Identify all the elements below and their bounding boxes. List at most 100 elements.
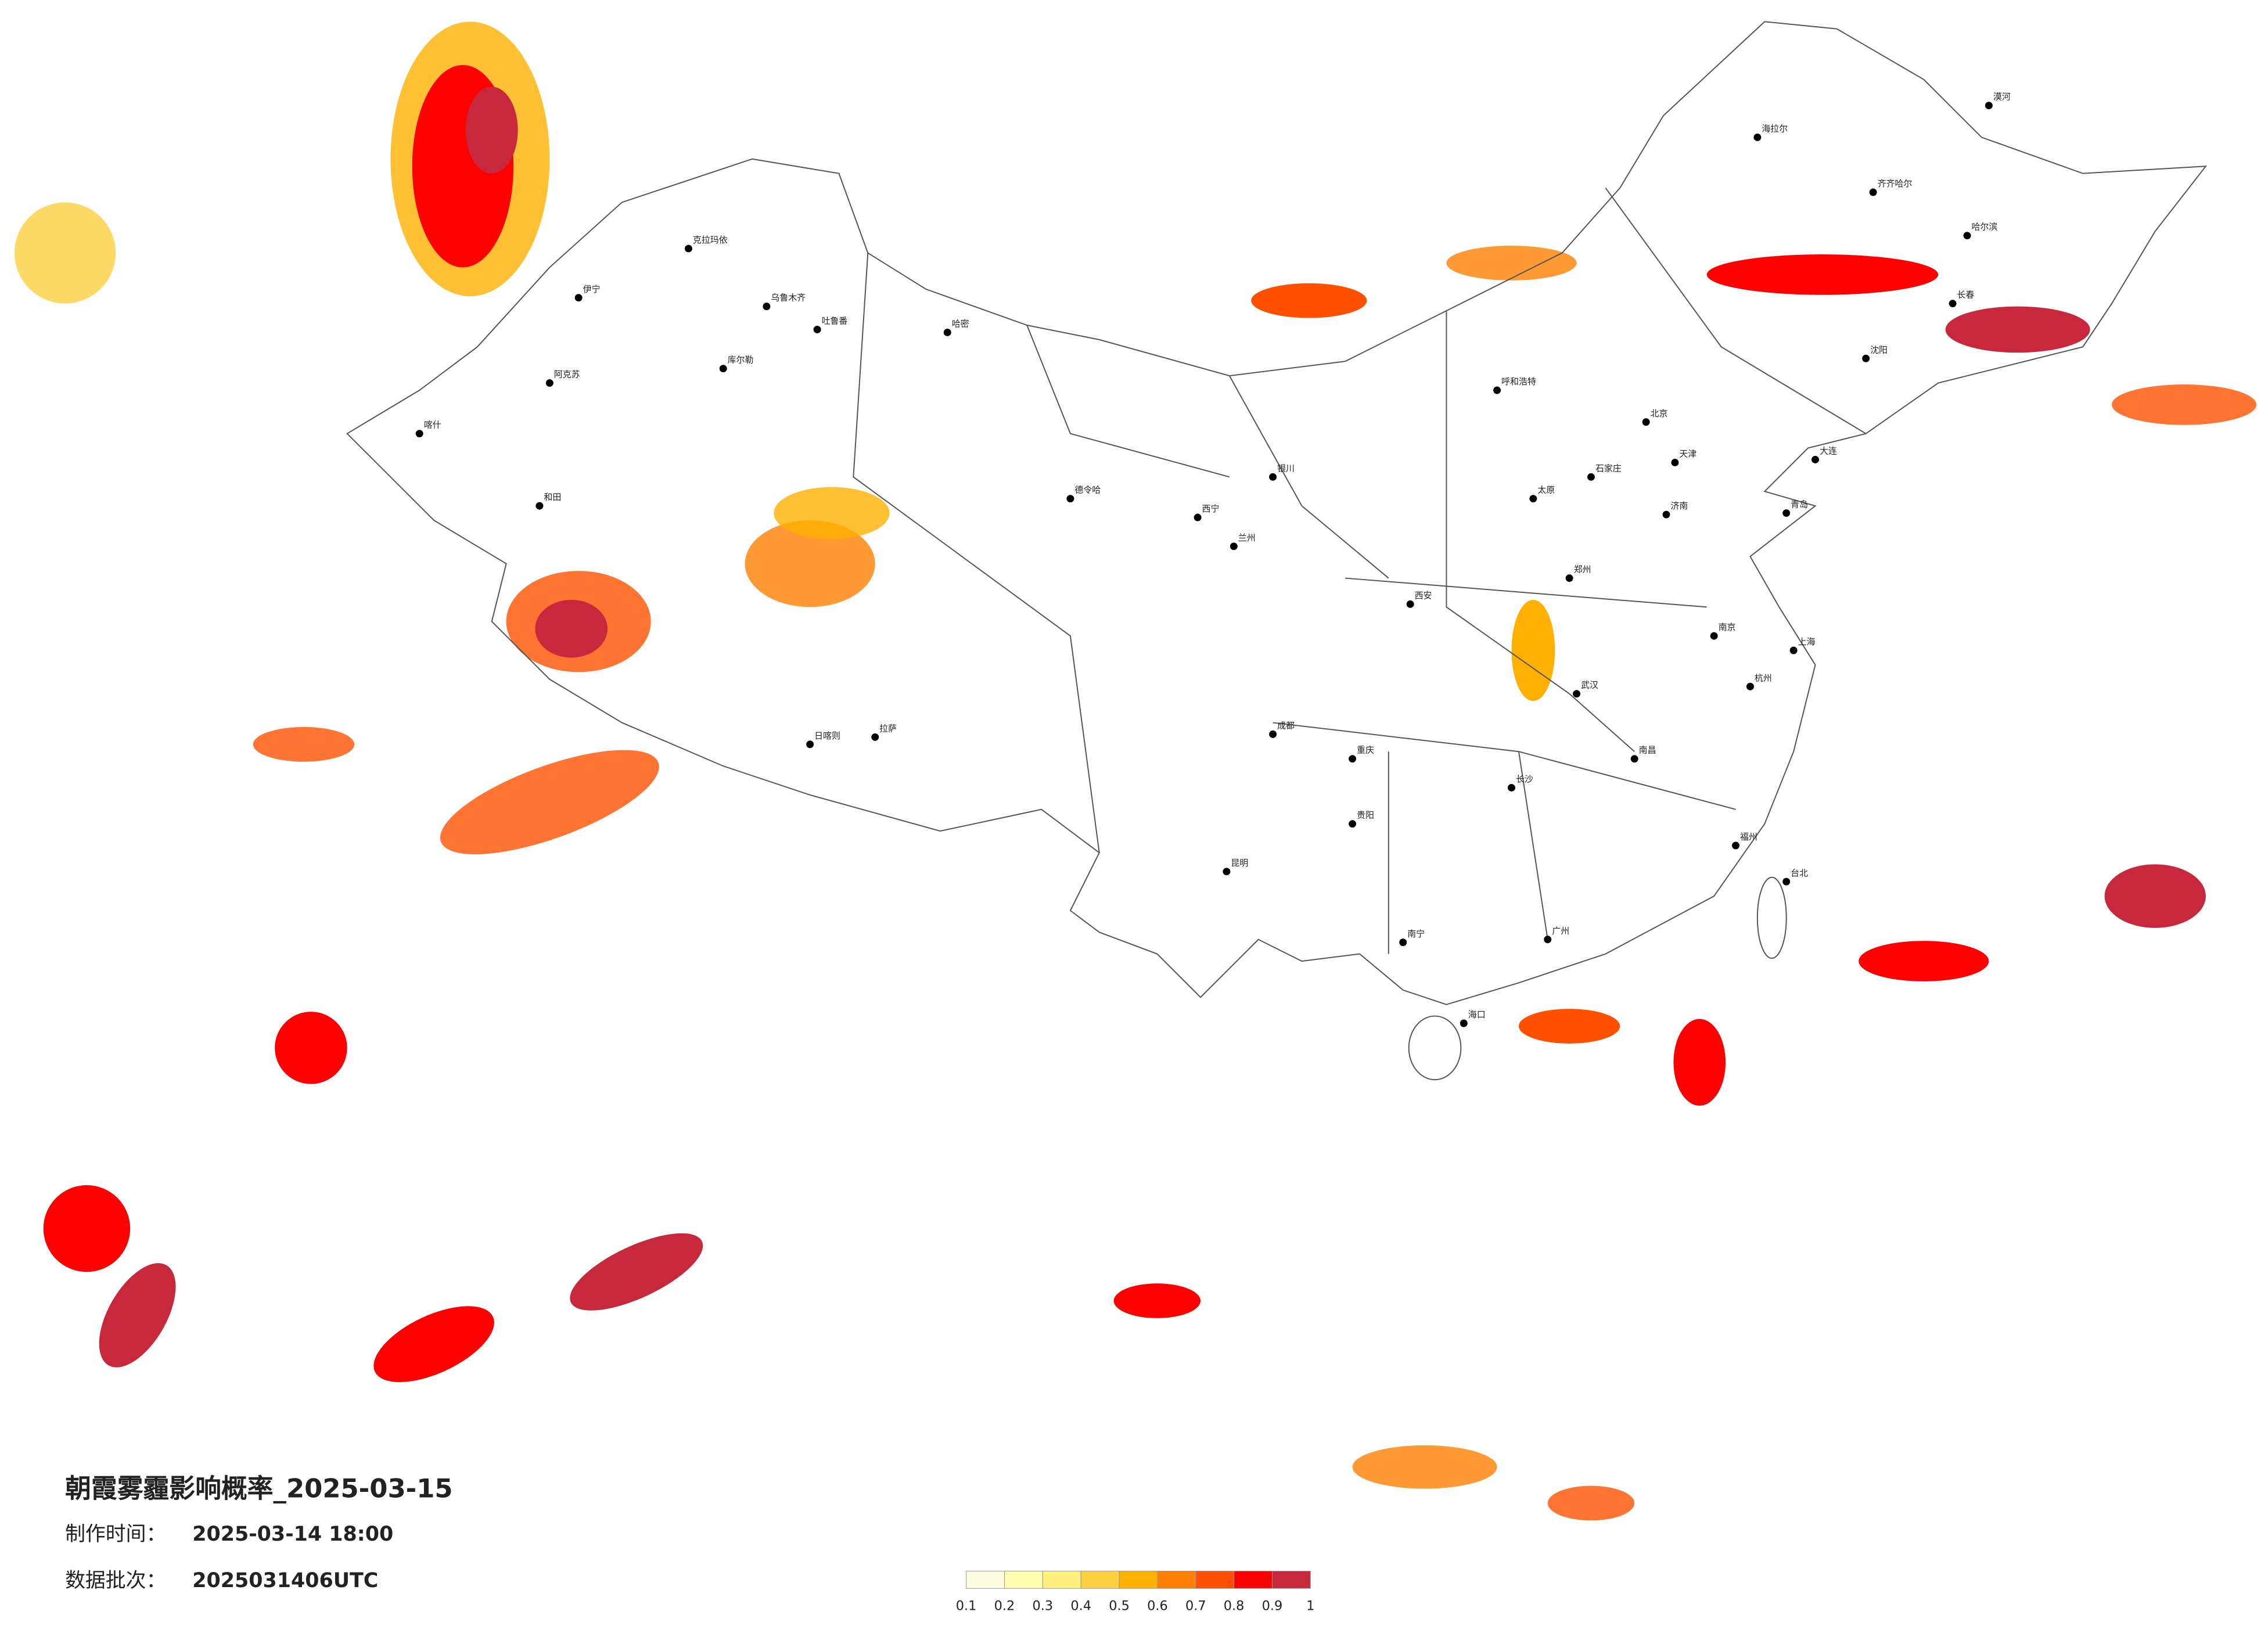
- city-dot: [813, 325, 821, 333]
- city-label: 西宁: [1202, 503, 1220, 514]
- legend-swatch: [1195, 1570, 1235, 1589]
- haze-area: [14, 202, 116, 304]
- city-dot: [1862, 354, 1870, 362]
- city-dot: [1544, 936, 1552, 944]
- haze-area: [373, 1306, 494, 1383]
- city-label: 太原: [1537, 485, 1555, 495]
- city-dot: [1753, 133, 1762, 141]
- city-label: 乌鲁木齐: [771, 293, 806, 303]
- city-label: 阿克苏: [554, 369, 580, 380]
- city-label: 齐齐哈尔: [1878, 178, 1913, 189]
- legend-tick-label: 0.6: [1147, 1599, 1168, 1614]
- city-label: 漠河: [1993, 92, 2011, 102]
- haze-area: [253, 726, 355, 762]
- haze-area: [1113, 1283, 1201, 1318]
- haze-area: [1547, 1485, 1635, 1521]
- legend-tick-label: 0.5: [1109, 1599, 1130, 1614]
- borders: [346, 21, 2208, 1081]
- city-label: 银川: [1277, 463, 1295, 473]
- city-label: 拉萨: [879, 723, 897, 733]
- haze-area: [1518, 1009, 1620, 1044]
- haze-area: [43, 1185, 131, 1272]
- city-label: 昆明: [1231, 858, 1248, 868]
- haze-area: [2112, 384, 2257, 425]
- legend-tick-label: 0.3: [1033, 1599, 1054, 1614]
- city-label: 重庆: [1357, 745, 1374, 756]
- city-dot: [535, 502, 544, 510]
- haze-area: [1352, 1445, 1497, 1489]
- city-label: 哈密: [952, 318, 969, 329]
- haze-area: [275, 1012, 347, 1084]
- legend-swatch: [966, 1570, 1005, 1589]
- city-dot: [1565, 574, 1573, 582]
- city-label: 济南: [1670, 501, 1688, 511]
- info-label: 制作时间：: [65, 1523, 166, 1546]
- haze-area: [745, 520, 875, 607]
- city-dot: [415, 430, 423, 438]
- city-dot: [1399, 938, 1407, 947]
- legend-swatch: [1042, 1570, 1081, 1589]
- city-label: 德令哈: [1074, 485, 1101, 495]
- info-value: 2025031406UTC: [192, 1569, 378, 1592]
- city-label: 吐鲁番: [822, 316, 848, 326]
- city-label: 南京: [1719, 622, 1736, 632]
- city-label: 和田: [544, 492, 561, 502]
- city-dot: [1732, 841, 1739, 850]
- city-dot: [1963, 232, 1971, 240]
- legend-swatch: [1157, 1570, 1196, 1589]
- city-dot: [1985, 102, 1993, 110]
- legend-tick-label: 1: [1306, 1599, 1314, 1614]
- legend-tick-label: 0.9: [1262, 1599, 1283, 1614]
- city-dot: [1869, 188, 1877, 196]
- city-label: 哈尔滨: [1971, 222, 1997, 232]
- haze-area: [1706, 254, 1939, 295]
- haze-area: [99, 1263, 176, 1368]
- province-lines: [853, 187, 1867, 954]
- city-label: 库尔勒: [728, 355, 754, 365]
- legend: 0.1 0.2 0.3 0.4 0.5 0.6 0.7 0.8 0.9 1: [956, 1570, 1314, 1614]
- country-outline: [346, 21, 2208, 1005]
- city-label: 西安: [1415, 590, 1432, 600]
- city-label: 南昌: [1639, 745, 1656, 756]
- haze-area: [1673, 1019, 1726, 1106]
- legend-tick-label: 0.4: [1070, 1599, 1091, 1614]
- city-dot: [1269, 473, 1277, 481]
- legend-swatch: [1080, 1570, 1120, 1589]
- city-dot: [1493, 386, 1501, 394]
- haze-area: [1251, 283, 1367, 318]
- city-label: 杭州: [1755, 672, 1772, 683]
- city-dot: [1349, 820, 1357, 828]
- city-label: 克拉玛依: [693, 235, 728, 245]
- city-label: 石家庄: [1595, 463, 1622, 473]
- city-dot: [763, 303, 771, 311]
- city-dot: [1782, 509, 1791, 517]
- city-label: 上海: [1798, 636, 1816, 647]
- city-label: 郑州: [1574, 564, 1591, 575]
- city-label: 北京: [1651, 408, 1668, 419]
- city-dot: [1349, 755, 1357, 763]
- haze-area: [1511, 599, 1555, 702]
- city-dot: [1789, 646, 1798, 654]
- city-dot: [1710, 632, 1718, 640]
- city-label: 天津: [1679, 448, 1696, 459]
- city-label: 广州: [1552, 926, 1569, 936]
- city-dot: [1671, 458, 1679, 466]
- city-dot: [1194, 513, 1202, 521]
- haze-area: [2104, 864, 2206, 928]
- info-label: 数据批次：: [65, 1569, 166, 1592]
- city-label: 长春: [1957, 290, 1975, 300]
- city-label: 伊宁: [583, 284, 601, 294]
- island-outline: [1756, 876, 1787, 959]
- city-dot: [1230, 542, 1238, 551]
- city-dot: [574, 294, 583, 302]
- haze-area: [570, 1233, 703, 1311]
- city-dot: [806, 740, 814, 749]
- city-label: 南宁: [1407, 929, 1425, 939]
- city-dot: [1066, 495, 1074, 503]
- city-label: 成都: [1277, 720, 1295, 731]
- city-dot: [943, 328, 951, 336]
- city-dot: [1746, 682, 1754, 690]
- haze-area: [465, 87, 518, 174]
- city-dot: [1573, 690, 1581, 698]
- legend-swatch: [1271, 1570, 1311, 1589]
